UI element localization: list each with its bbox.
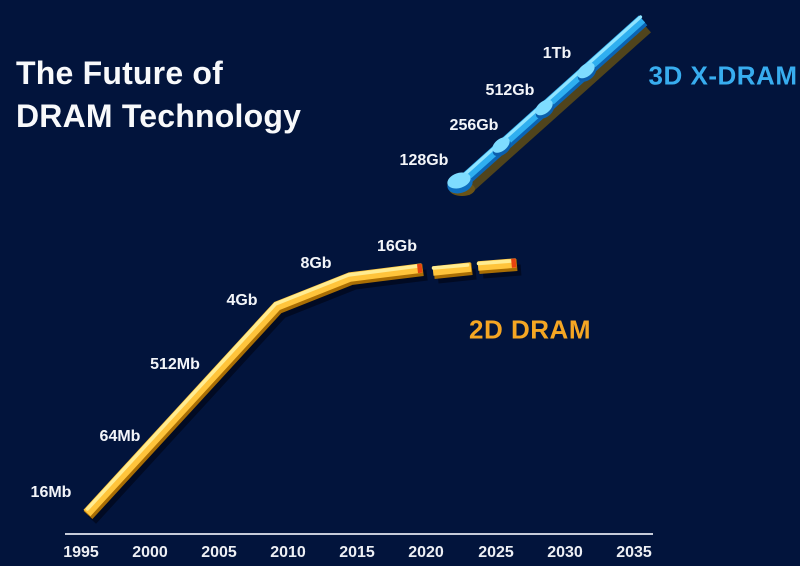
axis-tick-2015: 2015 xyxy=(339,544,375,561)
axis-tick-2020: 2020 xyxy=(408,544,444,561)
data-label-16mb: 16Mb xyxy=(30,484,72,501)
data-label-16gb: 16Gb xyxy=(376,238,418,255)
axis-tick-1995: 1995 xyxy=(63,544,99,561)
title-line-2: DRAM Technology xyxy=(16,98,302,134)
axis-tick-2005: 2005 xyxy=(201,544,237,561)
series-label-3d-xdram: 3D X-DRAM xyxy=(648,60,798,91)
data-label-4gb: 4Gb xyxy=(226,292,258,309)
data-label-64mb: 64Mb xyxy=(99,428,141,445)
red-tip-solid-end xyxy=(417,263,423,274)
series-label-2d-dram: 2D DRAM xyxy=(469,314,591,345)
data-point-marker-1tb xyxy=(577,62,597,82)
axis-tick-2025: 2025 xyxy=(478,544,514,561)
page-title: The Future of DRAM Technology xyxy=(16,52,301,138)
3d-xdram-line xyxy=(447,15,652,196)
data-point-marker-256gb xyxy=(492,137,512,157)
axis-tick-2000: 2000 xyxy=(132,544,168,561)
data-point-marker-512gb xyxy=(535,99,555,119)
data-label-512gb: 512Gb xyxy=(485,82,535,99)
start-disk-marker xyxy=(447,172,475,196)
data-label-128gb: 128Gb xyxy=(399,152,449,169)
axis-tick-2010: 2010 xyxy=(270,544,306,561)
data-label-8gb: 8Gb xyxy=(300,255,332,272)
2d-dram-line xyxy=(83,258,522,524)
axis-tick-2030: 2030 xyxy=(547,544,583,561)
data-label-512mb: 512Mb xyxy=(150,356,200,373)
axis-tick-2035: 2035 xyxy=(616,544,652,561)
data-label-256gb: 256Gb xyxy=(449,117,499,134)
title-line-1: The Future of xyxy=(16,55,224,91)
data-label-1tb: 1Tb xyxy=(542,45,572,62)
